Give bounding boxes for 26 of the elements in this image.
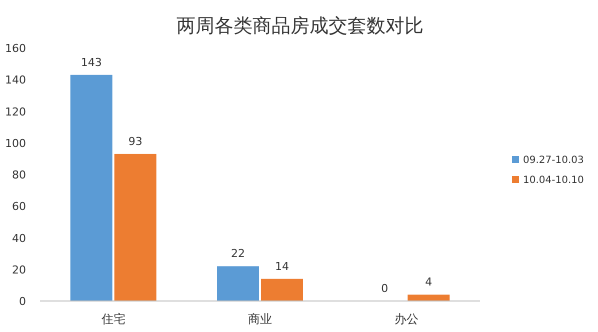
data-label: 93 [128, 134, 142, 148]
x-tick-label: 办公 [394, 312, 419, 326]
x-tick-label: 商业 [248, 312, 272, 326]
bar [261, 278, 303, 301]
bar [217, 266, 259, 301]
data-label: 143 [80, 56, 102, 69]
y-tick-label: 160 [5, 42, 26, 55]
y-tick-label: 40 [12, 232, 26, 245]
x-tick-label: 住宅 [100, 312, 126, 326]
legend-label: 10.04-10.10 [523, 175, 584, 186]
y-tick-label: 0 [19, 295, 26, 308]
y-tick-label: 100 [5, 136, 26, 150]
data-label: 0 [381, 282, 388, 295]
y-tick-label: 60 [12, 200, 26, 214]
y-tick-label: 20 [12, 263, 26, 276]
bar [408, 294, 450, 301]
legend-label: 09.27-10.03 [523, 155, 584, 166]
bar [70, 74, 112, 301]
bar [114, 154, 156, 301]
chart-title: 两周各类商品房成交套数对比 [176, 15, 424, 37]
y-tick-label: 80 [12, 168, 26, 182]
data-label: 4 [425, 276, 432, 289]
data-label: 22 [231, 247, 245, 260]
data-label: 14 [275, 260, 289, 273]
y-tick-label: 120 [5, 105, 26, 118]
y-tick-label: 140 [5, 74, 26, 87]
